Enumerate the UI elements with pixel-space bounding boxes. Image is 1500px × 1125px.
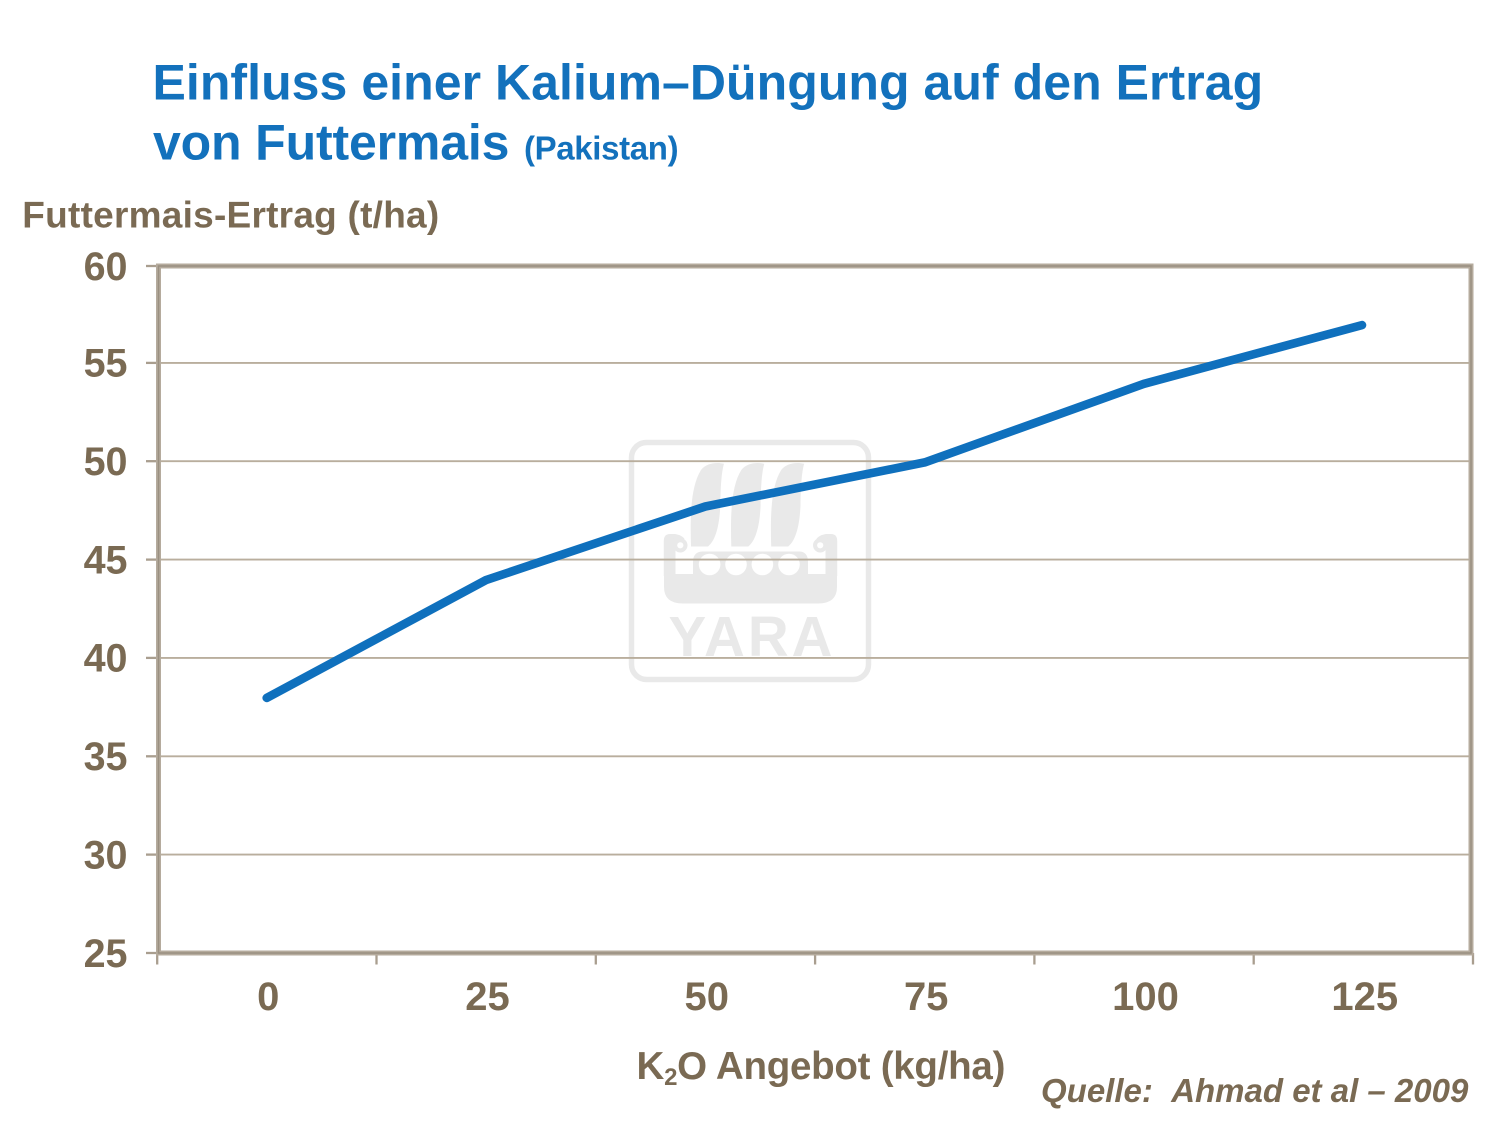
svg-text:25: 25: [465, 975, 510, 1019]
svg-text:45: 45: [84, 538, 128, 582]
svg-text:25: 25: [84, 932, 128, 976]
svg-text:(Pakistan): (Pakistan): [524, 130, 678, 167]
svg-text:100: 100: [1112, 975, 1179, 1019]
svg-text:125: 125: [1331, 975, 1398, 1019]
svg-text:55: 55: [84, 342, 128, 386]
svg-text:Futtermais-Ertrag (t/ha): Futtermais-Ertrag (t/ha): [22, 195, 439, 236]
svg-text:30: 30: [84, 833, 128, 877]
svg-text:Einfluss einer Kalium–Düngung: Einfluss einer Kalium–Düngung auf den Er…: [153, 55, 1264, 111]
svg-text:75: 75: [904, 975, 949, 1019]
svg-text:0: 0: [257, 975, 279, 1019]
svg-text:35: 35: [84, 735, 128, 779]
svg-text:von Futtermais: von Futtermais: [153, 115, 509, 171]
svg-text:40: 40: [84, 637, 128, 681]
svg-text:50: 50: [84, 440, 128, 484]
svg-text:60: 60: [84, 245, 128, 289]
svg-text:K2O Angebot (kg/ha): K2O Angebot (kg/ha): [637, 1045, 1006, 1091]
svg-text:Quelle: Ahmad et al – 2009: Quelle: Ahmad et al – 2009: [1041, 1072, 1469, 1109]
svg-text:50: 50: [685, 975, 730, 1019]
